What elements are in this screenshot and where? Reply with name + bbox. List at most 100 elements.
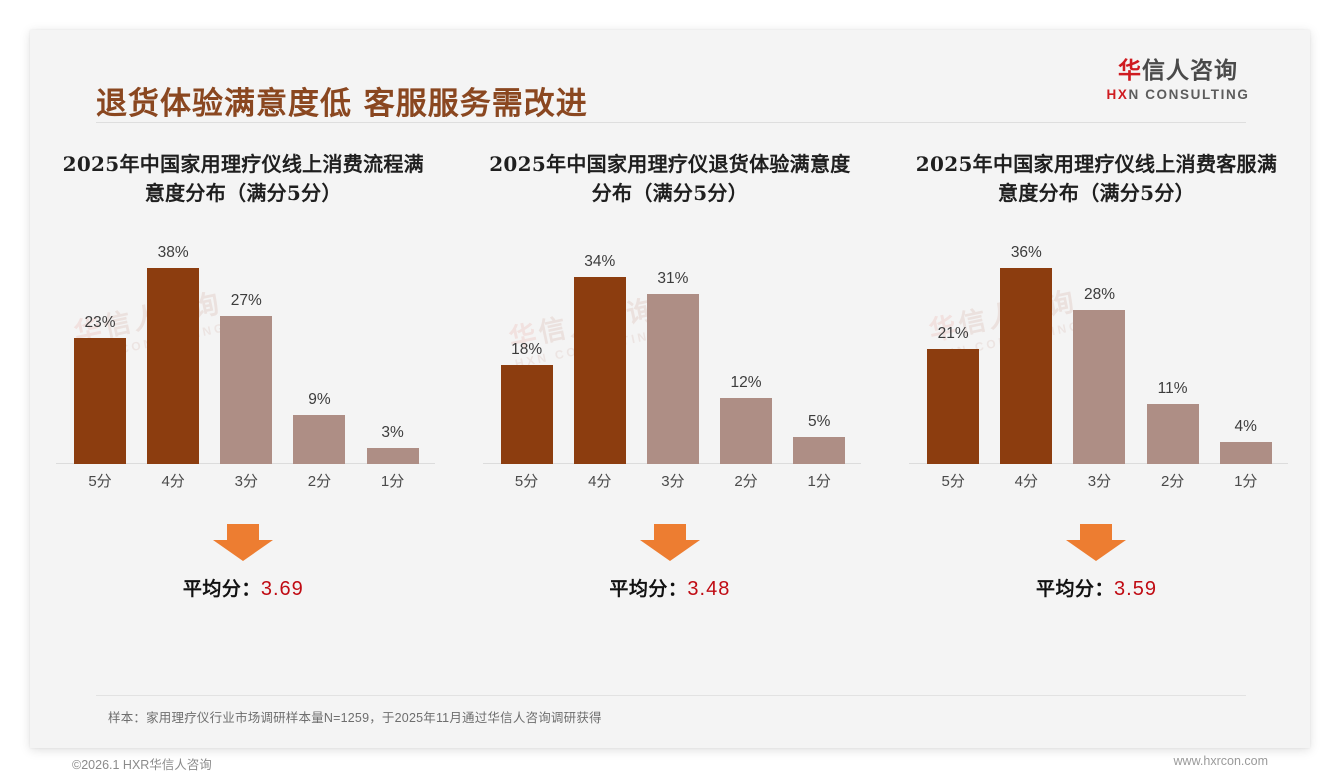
chart-panel-2: 2025年中国家用理疗仪退货体验满意度分布（满分5分） 华信人咨询 HXN CO… — [457, 150, 884, 604]
footnote-divider — [96, 695, 1246, 696]
chart-panel-1: 2025年中国家用理疗仪线上消费流程满意度分布（满分5分） 华信人咨询 HXN … — [30, 150, 457, 604]
average-score: 平均分：3.48 — [473, 574, 868, 601]
x-tick-label: 3分 — [1087, 473, 1112, 490]
slide-canvas: 退货体验满意度低 客服服务需改进 华信人咨询 HXN CONSULTING 20… — [30, 30, 1310, 748]
bar — [366, 447, 419, 464]
chart-title: 2025年中国家用理疗仪退货体验满意度分布（满分5分） — [489, 152, 851, 205]
bar-group: 23% — [74, 244, 126, 464]
bar-group: 34% — [573, 244, 626, 464]
slide-footer: ©2026.1 HXR华信人咨询 www.hxrcon.com — [30, 748, 1310, 780]
bar-group: 4% — [1219, 244, 1272, 464]
average-score: 平均分：3.59 — [899, 574, 1294, 601]
bar-group: 38% — [147, 244, 200, 464]
x-tick-labels: 5分 4分 3分 2分 1分 — [927, 470, 1272, 500]
bar-value-label: 12% — [730, 374, 762, 391]
logo-english-rest: N CONSULTING — [1128, 87, 1250, 103]
bar — [1146, 403, 1199, 464]
bar — [573, 277, 626, 464]
bar-chart-2: 华信人咨询 HXN CONSULTING 18%34%31%12%5% 5分4分… — [473, 244, 868, 500]
x-tick-labels: 5分 4分 3分 2分 1分 — [501, 470, 846, 500]
bar-value-label: 3% — [381, 423, 404, 441]
average-block-3: 平均分：3.59 — [899, 524, 1294, 604]
bar-value-label: 36% — [1010, 244, 1042, 261]
x-tick-label: 1分 — [807, 473, 831, 490]
x-tick-label: 5分 — [941, 473, 965, 490]
average-value: 3.48 — [687, 578, 731, 600]
bar — [293, 414, 346, 464]
down-arrow-icon — [1066, 524, 1127, 561]
bar-value-label: 18% — [511, 341, 543, 358]
x-tick-labels: 5分 4分 3分 2分 1分 — [74, 470, 419, 500]
x-tick-label: 2分 — [307, 473, 332, 490]
x-tick-label: 2分 — [734, 473, 758, 490]
plot-area: 23% 38% 27% 9% 3% — [74, 244, 419, 464]
bar — [720, 398, 773, 464]
x-tick-label: 4分 — [588, 473, 612, 490]
bar-value-label: 38% — [157, 244, 189, 261]
bar-group: 21% — [927, 244, 980, 464]
bar-group: 11% — [1146, 244, 1199, 464]
bar-value-label: 5% — [807, 412, 831, 430]
bar-value-label: 9% — [308, 390, 331, 408]
average-value: 3.59 — [1114, 578, 1157, 600]
bar — [646, 293, 699, 464]
bar-value-label: 31% — [657, 269, 689, 287]
chart-title: 2025年中国家用理疗仪线上消费流程满意度分布（满分5分） — [62, 152, 424, 205]
x-tick-label: 1分 — [1234, 473, 1258, 490]
page-title: 退货体验满意度低 客服服务需改进 — [96, 86, 588, 122]
bar-value-label: 11% — [1157, 379, 1188, 397]
bar — [220, 315, 273, 464]
x-tick-label: 4分 — [161, 473, 185, 490]
bar-group: 5% — [793, 244, 846, 464]
bar-group: 18% — [500, 244, 553, 464]
x-tick-label: 1分 — [380, 473, 405, 490]
bar-value-label: 34% — [584, 253, 616, 270]
chart-panel-3: 2025年中国家用理疗仪线上消费客服满意度分布（满分5分） 华信人咨询 HXN … — [883, 150, 1310, 604]
bar-value-label: 21% — [937, 324, 969, 342]
bar — [500, 365, 553, 464]
bar-group: 27% — [220, 244, 273, 464]
bar-group: 12% — [720, 244, 773, 464]
chart-title: 2025年中国家用理疗仪线上消费客服满意度分布（满分5分） — [915, 152, 1278, 205]
bar-group: 3% — [366, 244, 419, 464]
plot-area: 21% 36% 28% 11% 4% — [927, 244, 1272, 464]
average-label: 平均分： — [1036, 579, 1115, 600]
average-value: 3.69 — [260, 578, 304, 600]
bar — [1219, 442, 1272, 464]
company-logo: 华信人咨询 HXN CONSULTING — [1088, 58, 1268, 102]
plot-area: 18% 34% 31% 12% 5% — [500, 244, 846, 464]
slide-header: 退货体验满意度低 客服服务需改进 华信人咨询 HXN CONSULTING — [30, 30, 1310, 128]
x-tick-label: 2分 — [1160, 473, 1185, 490]
x-tick-label: 3分 — [234, 473, 258, 490]
bar — [1073, 310, 1126, 464]
bar-value-label: 27% — [230, 291, 262, 309]
logo-chinese-rest: 信人咨询 — [1142, 58, 1238, 84]
bar — [74, 337, 126, 464]
logo-chinese-text: 华信人咨询 — [1088, 58, 1268, 84]
copyright-text: ©2026.1 HXR华信人咨询 — [72, 758, 212, 772]
bar — [147, 268, 200, 464]
logo-english-text: HXN CONSULTING — [1088, 87, 1268, 102]
bar-chart-1: 华信人咨询 HXN CONSULTING 23%38%27%9%3% 5分4分3… — [46, 244, 441, 500]
logo-hx-prefix: HX — [1106, 87, 1129, 103]
average-block-1: 平均分：3.69 — [46, 524, 441, 604]
website-link[interactable]: www.hxrcon.com — [1173, 754, 1268, 768]
down-arrow-icon — [639, 524, 700, 561]
bar — [927, 348, 980, 464]
bar-group: 9% — [293, 244, 346, 464]
chart-panels: 2025年中国家用理疗仪线上消费流程满意度分布（满分5分） 华信人咨询 HXN … — [30, 150, 1310, 604]
x-tick-label: 5分 — [514, 473, 539, 490]
bar-value-label: 4% — [1234, 418, 1257, 435]
logo-hua-character: 华 — [1118, 58, 1142, 84]
x-tick-label: 5分 — [88, 473, 112, 490]
bar — [1000, 268, 1053, 464]
bar-chart-3: 华信人咨询 HXN CONSULTING 21%36%28%11%4% 5分4分… — [899, 244, 1294, 500]
sample-footnote: 样本：家用理疗仪行业市场调研样本量N=1259，于2025年11月通过华信人咨询… — [108, 711, 602, 725]
average-label: 平均分： — [182, 579, 261, 600]
title-divider — [96, 122, 1246, 123]
bar-group: 28% — [1073, 244, 1126, 464]
bar-group: 36% — [1000, 244, 1053, 464]
bar — [793, 436, 846, 464]
x-tick-label: 3分 — [661, 473, 685, 490]
bar-group: 31% — [646, 244, 699, 464]
